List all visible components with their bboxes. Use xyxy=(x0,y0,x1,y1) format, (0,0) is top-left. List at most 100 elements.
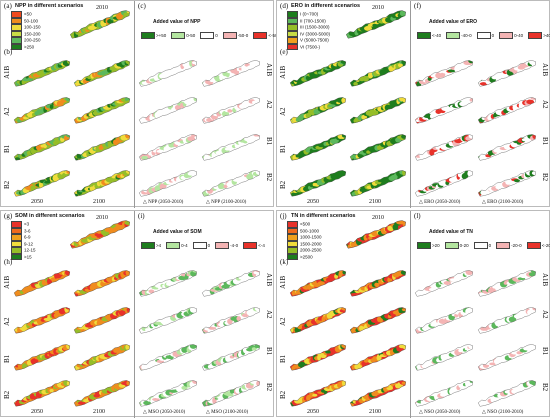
som-map-2050-B1 xyxy=(13,343,71,371)
npp-map-2050-B2 xyxy=(13,169,71,197)
ero-row-right-B2: B2 xyxy=(541,173,549,182)
tn-row-A1B: A1B xyxy=(279,275,287,289)
legend-text: -4-0 xyxy=(230,243,239,248)
som-added-title: Added value of SOM xyxy=(153,229,202,235)
npp-diff-2100-A1B xyxy=(201,59,261,87)
tn-col-2050: 2050 xyxy=(307,409,319,415)
som-col-diff-2050: △ MSO (2050-2010) xyxy=(143,410,186,415)
npp-label-c: (c) xyxy=(138,2,146,10)
tn-diff-2100-B2 xyxy=(477,379,537,407)
tn-map-2050-A2 xyxy=(289,306,347,334)
ero-diff-2100-A1B xyxy=(477,59,537,87)
npp-row-right-B2: B2 xyxy=(265,173,273,182)
ero-diff-2050-A2 xyxy=(414,96,474,124)
tn-label-b: (k) xyxy=(280,258,289,266)
som-legend-item: 9-12 xyxy=(11,240,36,247)
som-added-legend-item: 0 xyxy=(192,242,210,249)
legend-text: 0-40 xyxy=(514,33,524,38)
npp-label-b: (b) xyxy=(4,48,13,56)
som-col-2050: 2050 xyxy=(31,409,43,415)
som-row-right-B2: B2 xyxy=(265,383,273,392)
som-divider xyxy=(134,211,135,418)
som-quadrant: (g) SOM in different scenarios <3 3-6 6-9 9-1… xyxy=(0,210,274,418)
som-label-b: (h) xyxy=(4,258,13,266)
npp-legend-item: 50-100 xyxy=(11,17,41,24)
tn-legend-title: TN in different scenarios xyxy=(291,213,356,219)
tn-map-2050-A1B xyxy=(289,269,347,297)
ero-map-2010 xyxy=(345,9,407,39)
legend-text: 3-6 xyxy=(24,227,31,233)
tn-col-2100: 2100 xyxy=(369,409,381,415)
legend-text: 0-50 xyxy=(186,33,196,38)
ero-diff-2050-B1 xyxy=(414,133,474,161)
som-legend-item: 6-9 xyxy=(11,234,36,241)
ero-added-legend-item: -40-0 xyxy=(446,32,472,39)
som-col-diff-2100: △ MSO (2100-2010) xyxy=(206,410,249,415)
tn-legend-item: >2500 xyxy=(287,253,322,260)
tn-quadrant: (j) TN in different scenarios <500 500-1000… xyxy=(276,210,550,418)
ero-added-legend-item: 0 xyxy=(476,32,494,39)
tn-map-2010 xyxy=(345,219,407,249)
npp-added-legend-item: -50-0 xyxy=(222,32,249,39)
ero-added-legend: <-40 -40-0 0 0-40 >40 xyxy=(417,32,550,39)
ero-row-A1B: A1B xyxy=(279,65,287,79)
legend-text: <50 xyxy=(24,11,32,17)
npp-diff-2050-A2 xyxy=(138,96,198,124)
som-label-a: (g) xyxy=(4,212,13,220)
legend-text: 0-20 xyxy=(459,243,469,248)
npp-map-2050-A1B xyxy=(13,59,71,87)
som-added-legend-item: 0-4 xyxy=(166,242,188,249)
ero-row-right-A1B: A1B xyxy=(541,63,549,77)
som-map-2100-B2 xyxy=(73,379,131,407)
tn-added-legend-item: >20 xyxy=(417,242,440,249)
npp-diff-2100-B1 xyxy=(201,133,261,161)
som-map-2010 xyxy=(69,219,131,249)
ero-row-right-B1: B1 xyxy=(541,137,549,146)
ero-legend-item: I (0~700) xyxy=(287,11,330,18)
ero-map-2100-B1 xyxy=(349,133,407,161)
tn-legend-item: 1500-2000 xyxy=(287,240,322,247)
legend-text: IV (3000-5000) xyxy=(300,30,331,36)
tn-diff-2100-A2 xyxy=(477,306,537,334)
som-diff-2100-B2 xyxy=(201,379,261,407)
som-legend-item: 3-6 xyxy=(11,227,36,234)
ero-diff-2100-B1 xyxy=(477,133,537,161)
npp-row-A2: A2 xyxy=(3,107,11,116)
npp-legend-item: 200-250 xyxy=(11,37,41,44)
legend-text: 100-150 xyxy=(24,24,41,30)
ero-map-2100-A1B xyxy=(349,59,407,87)
legend-text: <-20 xyxy=(541,243,550,248)
tn-diff-2050-B2 xyxy=(414,379,474,407)
ero-divider xyxy=(410,1,411,208)
som-added-legend: >4 0-4 0 -4-0 <-4 xyxy=(141,242,265,249)
npp-added-legend-item: 0 xyxy=(200,32,218,39)
tn-added-legend: >20 0-20 0 -20-0 <-20 xyxy=(417,242,550,249)
som-row-B2: B2 xyxy=(3,390,11,399)
ero-legend-title: ERO in different scenarios xyxy=(291,3,361,9)
som-diff-2100-A1B xyxy=(201,269,261,297)
tn-diff-2050-A2 xyxy=(414,306,474,334)
npp-row-right-B1: B1 xyxy=(265,137,273,146)
legend-text: 1000-1500 xyxy=(300,234,322,240)
ero-map-2100-B2 xyxy=(349,169,407,197)
legend-text: 6-9 xyxy=(24,234,31,240)
tn-label-c: (l) xyxy=(414,212,421,220)
som-added-legend-item: >4 xyxy=(141,242,161,249)
som-row-B1: B1 xyxy=(3,354,11,363)
legend-text: >40 xyxy=(543,33,550,38)
ero-map-2050-A2 xyxy=(289,96,347,124)
legend-text: >+50 xyxy=(156,33,167,38)
npp-divider xyxy=(134,1,135,208)
ero-label-b: (e) xyxy=(280,48,288,56)
ero-col-diff-2100: △ ERO (2100-2010) xyxy=(482,200,524,205)
tn-added-legend-item: <-20 xyxy=(526,242,550,249)
som-row-right-A2: A2 xyxy=(265,310,273,319)
legend-text: <-50 xyxy=(268,33,278,38)
ero-added-legend-item: <-40 xyxy=(417,32,441,39)
legend-text: -50-0 xyxy=(237,33,249,38)
som-year-2010: 2010 xyxy=(96,215,108,221)
npp-col-diff-2050: △ NPP (2050-2010) xyxy=(143,200,184,205)
npp-legend-item: 100-150 xyxy=(11,24,41,31)
som-legend-item: >15 xyxy=(11,253,36,260)
npp-row-right-A1B: A1B xyxy=(265,63,273,77)
